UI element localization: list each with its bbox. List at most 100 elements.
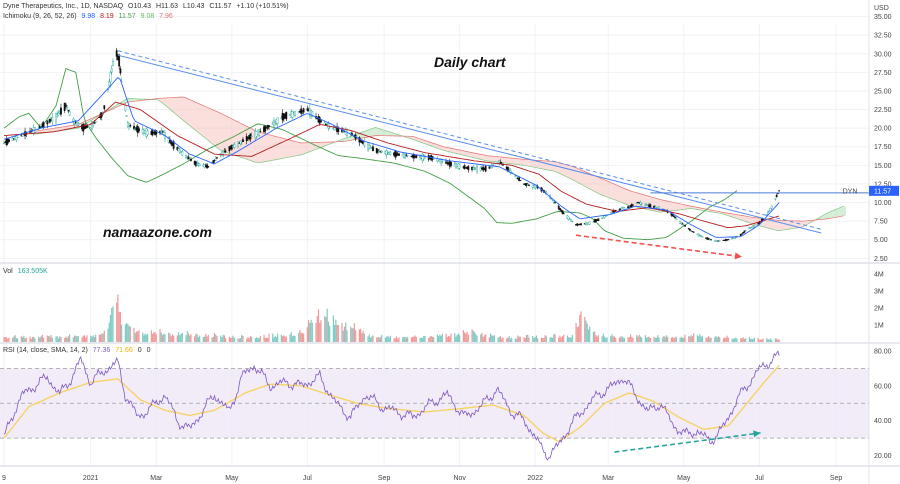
trendline-dashed — [117, 50, 822, 230]
volume-bar — [745, 338, 747, 342]
volume-bar — [171, 334, 173, 342]
volume-bar — [332, 315, 334, 342]
volume-bar — [543, 338, 545, 342]
price-tick-label: 20.00 — [874, 126, 892, 133]
candle-body — [224, 150, 227, 152]
volume-bar — [725, 337, 727, 342]
volume-bar — [606, 337, 608, 342]
volume-bar — [324, 316, 326, 342]
volume-bar — [92, 335, 94, 342]
volume-bar — [397, 338, 399, 342]
volume-bar — [680, 336, 682, 342]
volume-bar — [309, 323, 311, 342]
candle-body — [570, 219, 573, 222]
volume-bar — [381, 334, 383, 342]
volume-bar — [153, 332, 155, 342]
volume-bar — [701, 335, 703, 342]
price-panel[interactable]: DYN — [3, 47, 869, 260]
senkou-span-b-line — [36, 96, 844, 222]
ichimoku-cloud — [36, 113, 102, 135]
volume-bar — [493, 334, 495, 342]
volume-bar — [584, 317, 586, 342]
candle-body — [707, 238, 710, 240]
volume-panel[interactable] — [3, 294, 780, 342]
volume-bar — [12, 337, 14, 342]
volume-bar — [205, 334, 207, 342]
volume-bar — [715, 336, 717, 342]
price-tick-label: 30.00 — [874, 51, 892, 58]
volume-bar — [29, 336, 31, 342]
volume-bar — [748, 337, 751, 342]
candle-body — [259, 131, 262, 133]
volume-bar — [55, 336, 57, 342]
volume-bar — [372, 335, 374, 342]
volume-bar — [542, 338, 544, 342]
candle-body — [109, 72, 112, 83]
candle-body — [214, 158, 217, 161]
volume-bar — [595, 334, 597, 342]
volume-bar — [632, 337, 634, 342]
volume-bar — [455, 336, 457, 342]
volume-bar — [352, 328, 354, 342]
volume-bar — [246, 338, 248, 342]
volume-bar — [482, 336, 484, 342]
candle-body — [499, 161, 502, 164]
volume-bar — [358, 329, 360, 342]
volume-bar — [395, 336, 398, 342]
volume-bar — [251, 336, 253, 342]
volume-bar — [280, 334, 282, 342]
candle-body — [358, 137, 361, 143]
volume-bar — [405, 337, 408, 342]
volume-bar — [571, 334, 573, 342]
volume-bar — [644, 335, 647, 342]
candle-body — [185, 154, 187, 158]
volume-bar — [176, 335, 178, 342]
volume-bar — [121, 324, 123, 342]
candle-body — [415, 155, 418, 158]
candle-body — [67, 110, 70, 112]
volume-bar — [742, 337, 744, 342]
volume-bar — [223, 335, 226, 342]
volume-bar — [654, 337, 656, 342]
volume-bar — [777, 339, 779, 342]
candle-body — [567, 216, 570, 220]
volume-bar — [151, 333, 154, 342]
volume-bar — [481, 332, 483, 342]
volume-bar — [394, 338, 396, 342]
volume-bar — [587, 329, 590, 342]
rsi-panel[interactable] — [0, 350, 869, 461]
candle-body — [178, 148, 181, 154]
candle-body — [86, 125, 88, 128]
volume-bar — [439, 334, 441, 342]
volume-bar — [696, 335, 699, 342]
volume-bar — [238, 338, 240, 342]
candle-body — [689, 228, 691, 231]
volume-bar — [50, 334, 52, 342]
candle-body — [588, 221, 591, 225]
volume-bar — [72, 337, 74, 342]
volume-bar — [615, 337, 617, 342]
volume-bar — [361, 333, 363, 342]
candle-body — [198, 163, 201, 166]
volume-bar — [421, 337, 424, 342]
volume-bar — [59, 336, 61, 342]
volume-bar — [698, 336, 700, 342]
volume-bar — [621, 336, 623, 342]
price-tick-label: 2.50 — [874, 256, 888, 263]
volume-bar — [771, 340, 773, 342]
candle-body — [306, 108, 309, 111]
volume-bar — [325, 317, 327, 342]
candle-body — [76, 121, 78, 126]
volume-bar — [387, 335, 389, 342]
volume-bar — [535, 335, 538, 342]
price-tick-label: 25.00 — [874, 88, 892, 95]
volume-bar — [232, 335, 234, 342]
ichimoku-chikou: 11.57 — [118, 13, 136, 20]
rsi-extra-1: 0 — [137, 347, 142, 354]
ichimoku-cloud — [150, 96, 335, 164]
volume-bar — [133, 327, 135, 342]
volume-bar — [259, 335, 261, 342]
volume-bar — [377, 337, 379, 342]
volume-bar — [699, 333, 701, 342]
